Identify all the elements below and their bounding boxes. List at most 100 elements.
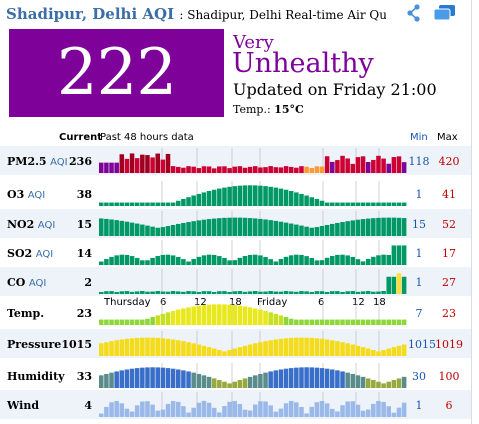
- history-bar: [274, 221, 279, 236]
- history-bar: [268, 166, 273, 173]
- max-value: 27: [434, 276, 464, 289]
- history-bar: [309, 258, 314, 265]
- history-bar: [232, 401, 237, 417]
- windows-icon[interactable]: [433, 4, 457, 22]
- history-bar: [253, 343, 258, 356]
- city-link[interactable]: Shadipur, Delhi AQI: [6, 5, 179, 23]
- humidity-history-chart: [99, 361, 407, 390]
- history-bar: [99, 343, 104, 356]
- history-bar: [356, 346, 361, 356]
- history-bar: [99, 292, 104, 294]
- history-bar: [145, 367, 150, 388]
- city-name[interactable]: Shadipur, Delhi: [6, 5, 137, 23]
- history-bar: [166, 255, 171, 265]
- row-label: SO2 AQI: [7, 247, 53, 260]
- table-row-so2[interactable]: SO2 AQI 14 1 17: [0, 238, 471, 267]
- history-bar: [381, 320, 386, 325]
- history-bar: [402, 162, 407, 173]
- table-row-o3[interactable]: O3 AQI 38 1 41: [0, 179, 471, 208]
- history-bar: [345, 343, 350, 356]
- min-value: 1: [408, 399, 430, 412]
- history-bar: [145, 319, 150, 325]
- history-bar: [197, 257, 202, 265]
- history-bar: [299, 291, 304, 294]
- aqi-value-box: 222: [9, 29, 224, 117]
- history-bar: [191, 167, 196, 173]
- history-bar: [176, 201, 181, 206]
- history-bar: [381, 218, 386, 236]
- row-label: Pressure: [7, 338, 61, 351]
- history-bar: [202, 291, 207, 294]
- table-row-pressure[interactable]: Pressure 1015 1015 1019: [0, 329, 471, 358]
- history-bar: [212, 304, 217, 325]
- history-bar: [397, 203, 402, 206]
- history-bar: [191, 373, 196, 388]
- history-bar: [207, 291, 212, 294]
- history-bar: [279, 369, 284, 388]
- history-bar: [232, 167, 237, 173]
- history-bar: [386, 255, 391, 265]
- history-bar: [258, 167, 263, 173]
- history-bar: [135, 224, 140, 236]
- table-row-humidity[interactable]: Humidity 33 30 100: [0, 361, 471, 390]
- history-bar: [315, 291, 320, 294]
- history-bar: [202, 192, 207, 206]
- temp-label: Temp.:: [233, 103, 271, 116]
- history-bar: [274, 339, 279, 356]
- table-row-co[interactable]: CO AQI 2 1 27: [0, 267, 471, 296]
- row-label: CO AQI: [7, 276, 46, 289]
- history-bar: [191, 291, 196, 294]
- history-bar: [171, 203, 176, 206]
- table-row-no2[interactable]: NO2 AQI 15 15 52: [0, 209, 471, 238]
- history-bar: [371, 218, 376, 236]
- history-bar: [181, 292, 186, 294]
- history-bar: [227, 350, 232, 356]
- history-bar: [248, 291, 253, 294]
- history-bar: [351, 203, 356, 206]
- history-bar: [335, 203, 340, 206]
- history-bar: [99, 375, 104, 388]
- history-bar: [186, 413, 191, 417]
- history-bar: [248, 377, 253, 388]
- table-row-temp[interactable]: Temp. 23 7 23: [0, 298, 471, 327]
- history-bar: [371, 257, 376, 265]
- history-bar: [227, 292, 232, 294]
- table-row-pm25[interactable]: PM2.5 AQI 236 118 420: [0, 146, 471, 175]
- history-bar: [361, 320, 366, 325]
- history-bar: [114, 292, 119, 294]
- city-aqi-suffix[interactable]: AQI: [142, 5, 174, 23]
- history-bar: [155, 256, 160, 265]
- history-bar: [197, 220, 202, 236]
- table-row-wind[interactable]: Wind 4 1 6: [0, 390, 471, 419]
- history-bar: [181, 406, 186, 417]
- history-bar: [135, 258, 140, 265]
- history-bar: [191, 306, 196, 325]
- history-bar: [361, 156, 366, 173]
- max-value: 41: [434, 188, 464, 201]
- pollutant-name: Humidity: [7, 370, 65, 383]
- history-bar: [351, 345, 356, 357]
- history-bar: [176, 369, 181, 388]
- history-bar: [166, 203, 171, 206]
- share-icon[interactable]: [406, 4, 422, 22]
- history-bar: [120, 255, 125, 265]
- history-bar: [166, 226, 171, 236]
- history-bar: [191, 259, 196, 265]
- history-bar: [402, 218, 407, 236]
- history-bar: [381, 291, 386, 294]
- history-bar: [386, 382, 391, 388]
- history-bar: [114, 163, 119, 173]
- history-bar: [330, 291, 335, 294]
- history-bar: [315, 320, 320, 325]
- history-bar: [140, 225, 145, 236]
- history-bar: [161, 292, 166, 294]
- history-bar: [253, 375, 258, 388]
- history-bar: [294, 255, 299, 265]
- history-bar: [294, 225, 299, 236]
- history-bar: [125, 339, 130, 356]
- history-bar: [202, 375, 207, 388]
- history-bar: [340, 255, 345, 265]
- history-bar: [166, 312, 171, 325]
- history-bar: [258, 219, 263, 236]
- history-bar: [294, 368, 299, 388]
